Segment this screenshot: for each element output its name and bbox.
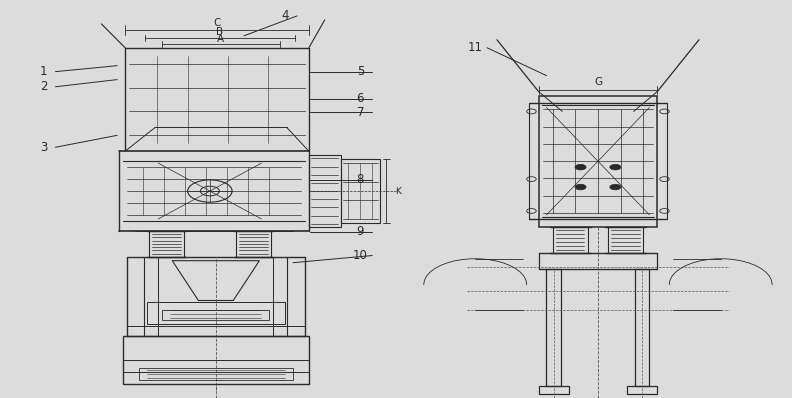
Bar	[149, 231, 184, 257]
Bar	[139, 368, 293, 380]
Bar	[627, 386, 657, 394]
Text: G: G	[594, 77, 602, 88]
Text: K: K	[395, 187, 402, 195]
Bar	[162, 310, 269, 320]
Bar	[341, 159, 380, 223]
Circle shape	[610, 184, 621, 190]
Text: C: C	[213, 18, 221, 28]
Text: 11: 11	[468, 41, 482, 54]
Bar	[539, 386, 569, 394]
Text: 4: 4	[281, 10, 289, 22]
Circle shape	[575, 164, 586, 170]
Text: 1: 1	[40, 65, 48, 78]
Bar	[635, 269, 649, 386]
Circle shape	[575, 184, 586, 190]
Text: 2: 2	[40, 80, 48, 93]
Text: 3: 3	[40, 141, 48, 154]
Bar	[147, 302, 285, 324]
Bar	[608, 227, 643, 253]
Text: 9: 9	[356, 225, 364, 238]
Bar	[309, 155, 341, 227]
Bar	[539, 96, 657, 227]
Circle shape	[610, 164, 621, 170]
Text: 8: 8	[356, 174, 364, 186]
Bar	[236, 231, 271, 257]
Text: B: B	[216, 27, 223, 37]
Text: 5: 5	[356, 65, 364, 78]
Bar	[123, 336, 309, 384]
Text: A: A	[218, 33, 224, 44]
Bar	[553, 227, 588, 253]
Bar	[546, 269, 561, 386]
Text: 6: 6	[356, 92, 364, 105]
Text: 10: 10	[353, 249, 367, 262]
Text: 7: 7	[356, 106, 364, 119]
